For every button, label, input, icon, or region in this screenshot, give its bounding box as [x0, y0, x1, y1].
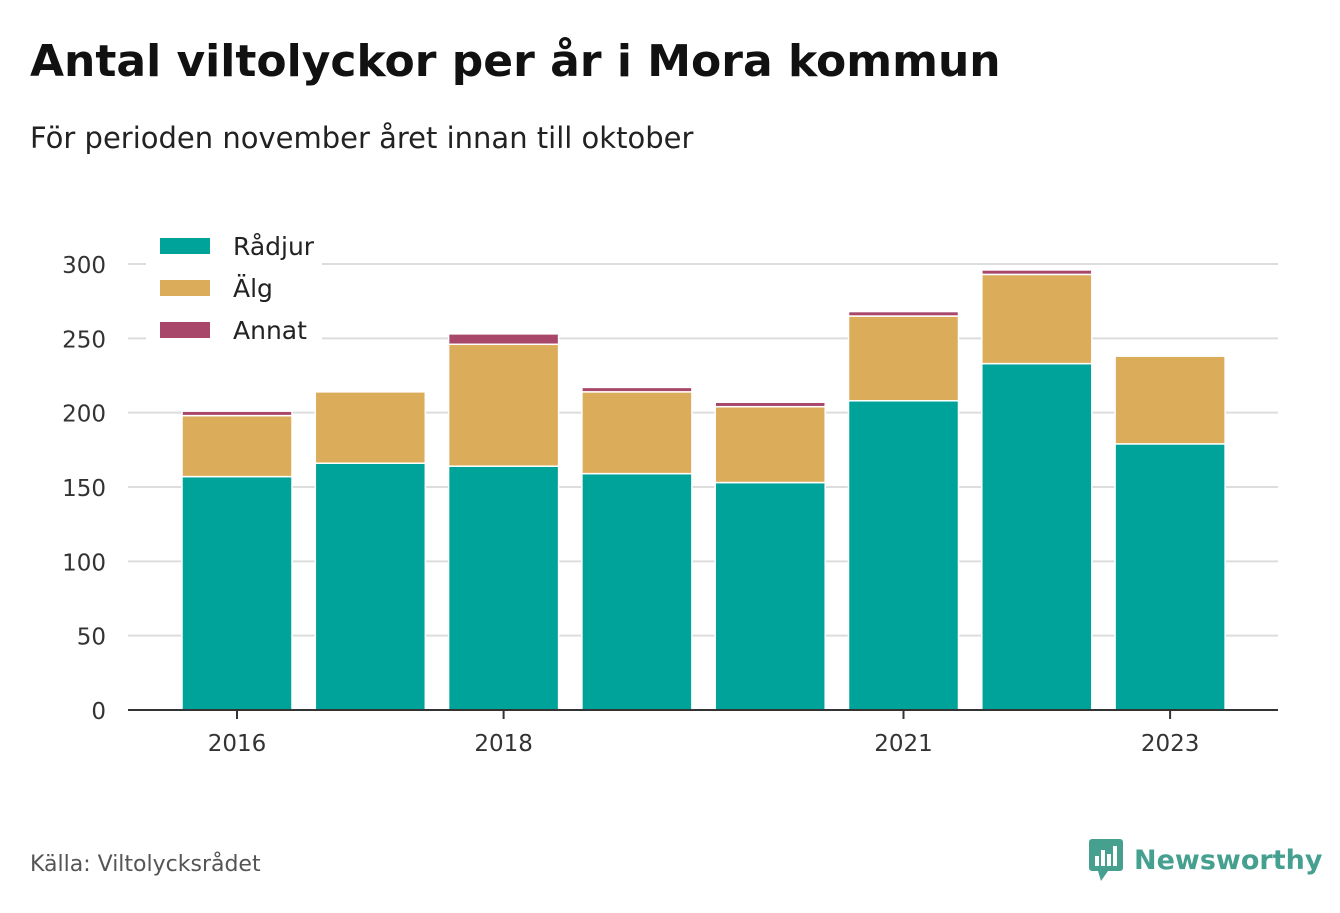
bar-segment-radjur-2017 — [314, 462, 427, 711]
y-tick-label: 150 — [62, 476, 106, 502]
bar-segment-alg-2019 — [581, 391, 693, 475]
bar-segment-annat-2016 — [181, 410, 293, 417]
bar-segment-radjur-2020 — [714, 481, 826, 711]
bar-segment-annat-2021 — [847, 310, 960, 317]
x-tick-label: 2021 — [874, 731, 933, 757]
bar-segment-annat-2018 — [447, 333, 560, 346]
bar-segment-alg-2016 — [181, 414, 293, 478]
x-tick-label: 2018 — [474, 731, 533, 757]
bar-segment-radjur-2023 — [1114, 443, 1226, 711]
y-tick-label: 200 — [62, 402, 106, 428]
bar-segment-radjur-2018 — [447, 465, 560, 711]
bars — [181, 269, 1226, 711]
bar-segment-annat-2019 — [581, 386, 693, 393]
legend-swatch-radjur — [160, 238, 210, 254]
legend: Rådjur Älg Annat — [146, 224, 322, 350]
bar-segment-alg-2023 — [1114, 355, 1226, 445]
bar-segment-alg-2020 — [714, 405, 826, 484]
legend-label-radjur: Rådjur — [233, 232, 315, 261]
bar-segment-radjur-2021 — [847, 400, 960, 711]
y-axis-ticks: 0 50 100 150 200 250 300 — [62, 253, 106, 725]
y-tick-label: 100 — [62, 550, 106, 576]
y-tick-label: 250 — [62, 327, 106, 353]
brand-logo: Newsworthy — [1088, 838, 1322, 882]
y-tick-label: 300 — [62, 253, 106, 279]
bar-segment-annat-2020 — [714, 401, 826, 408]
legend-label-alg: Älg — [233, 274, 273, 303]
brand-name: Newsworthy — [1134, 844, 1323, 876]
y-tick-label: 0 — [91, 699, 106, 725]
x-tick-label: 2016 — [208, 731, 267, 757]
bar-segment-annat-2022 — [981, 269, 1093, 276]
legend-swatch-annat — [160, 322, 210, 338]
bar-segment-alg-2018 — [447, 343, 560, 467]
bar-segment-alg-2017 — [314, 391, 427, 464]
bar-segment-alg-2021 — [847, 315, 960, 402]
x-tick-label: 2023 — [1141, 731, 1200, 757]
bar-segment-radjur-2022 — [981, 362, 1093, 711]
legend-label-annat: Annat — [233, 316, 307, 345]
newsworthy-logo-icon — [1089, 839, 1123, 881]
source-note: Källa: Viltolycksrådet — [30, 852, 261, 877]
legend-swatch-alg — [160, 280, 210, 296]
chart-subtitle: För perioden november året innan till ok… — [30, 121, 694, 155]
bar-segment-alg-2022 — [981, 273, 1093, 365]
x-axis-ticks: 2016 2018 2021 2023 — [208, 710, 1200, 757]
bar-segment-radjur-2019 — [581, 472, 693, 711]
bar-segment-radjur-2016 — [181, 475, 293, 711]
chart-title: Antal viltolyckor per år i Mora kommun — [30, 36, 1001, 87]
y-tick-label: 50 — [77, 625, 106, 651]
